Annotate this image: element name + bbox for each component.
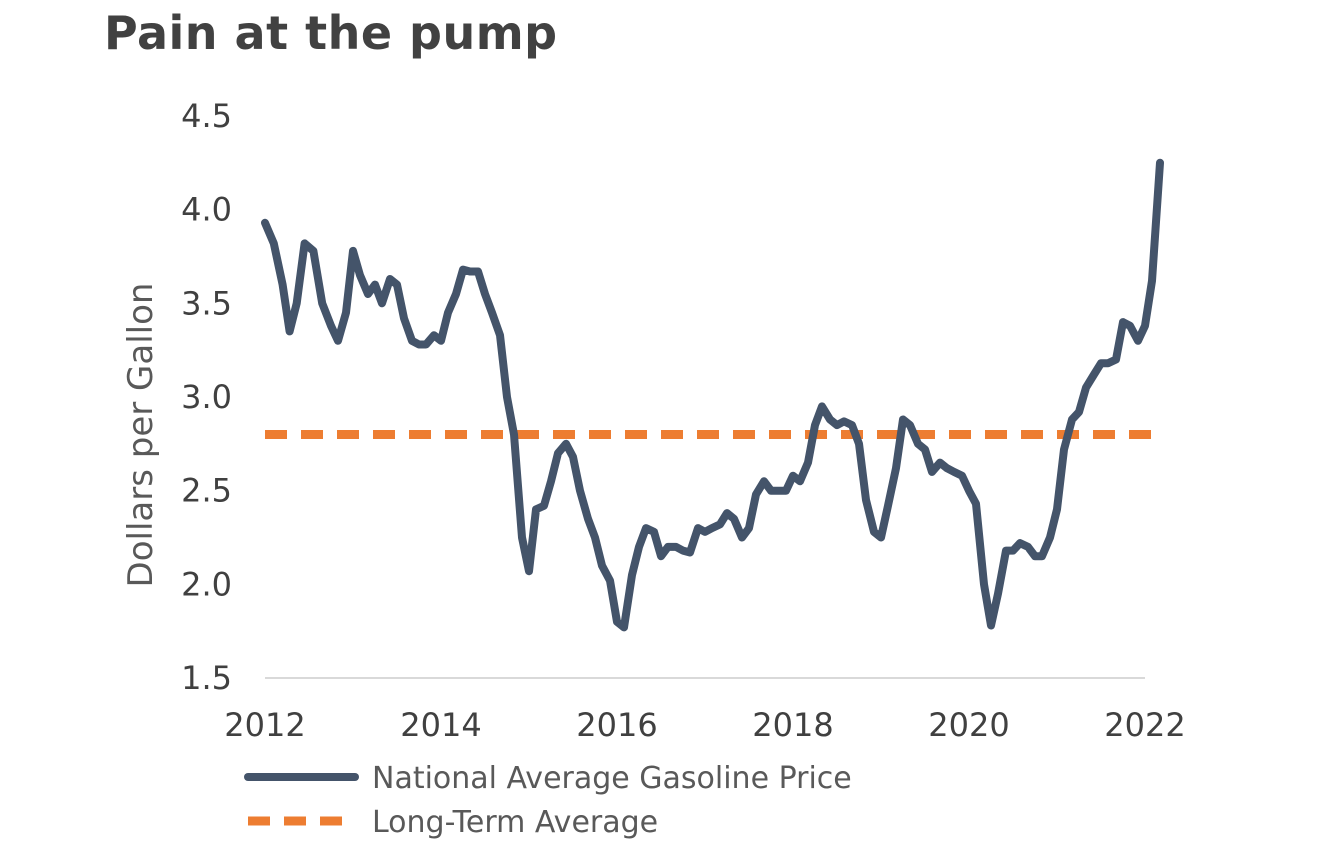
legend: National Average Gasoline Price Long-Term… (244, 761, 852, 840)
chart-title: Pain at the pump (104, 6, 558, 60)
y-tick-label: 2.0 (181, 565, 232, 603)
y-axis-title: Dollars per Gallon (121, 283, 161, 588)
x-tick-label: 2018 (752, 706, 833, 744)
y-tick-label: 4.0 (181, 191, 232, 229)
series-layer (261, 158, 1164, 632)
y-tick-label: 2.5 (181, 472, 232, 510)
x-tick-label: 2022 (1104, 706, 1185, 744)
x-tick-label: 2012 (224, 706, 305, 744)
x-tick-label: 2016 (576, 706, 657, 744)
legend-label: Long-Term Average (372, 805, 658, 840)
y-tick-label: 1.5 (181, 659, 232, 697)
x-axis-ticks: 2012 2014 2016 2018 2020 2022 (224, 706, 1185, 744)
y-tick-label: 3.5 (181, 284, 232, 322)
y-tick-label: 4.5 (181, 97, 232, 135)
y-axis-ticks: 1.5 2.0 2.5 3.0 3.5 4.0 4.5 (181, 97, 232, 697)
y-tick-label: 3.0 (181, 378, 232, 416)
x-tick-label: 2020 (928, 706, 1009, 744)
y-axis-title-group: Dollars per Gallon (121, 283, 161, 588)
x-tick-label: 2014 (400, 706, 481, 744)
gasoline-price-line (261, 158, 1164, 632)
legend-label: National Average Gasoline Price (372, 761, 852, 796)
